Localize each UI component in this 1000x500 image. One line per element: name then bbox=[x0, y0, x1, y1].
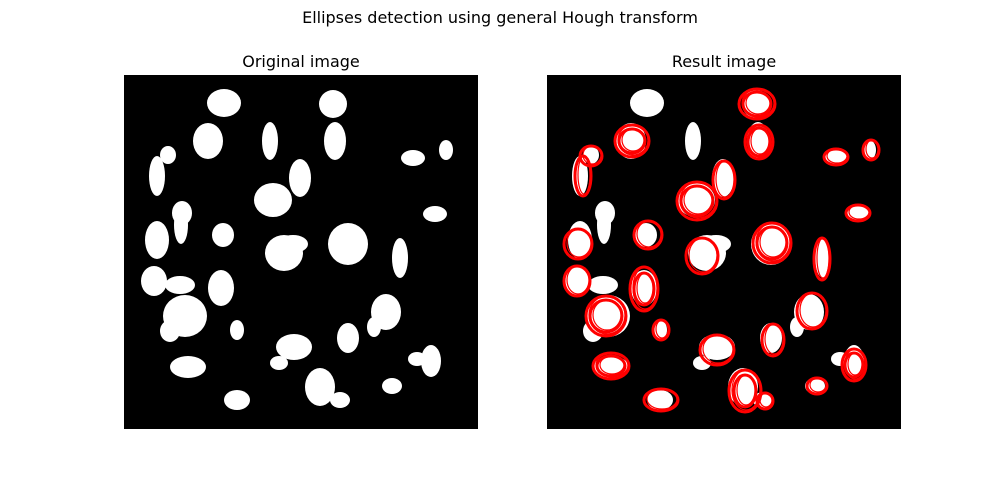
blob-33 bbox=[330, 392, 350, 408]
blob-34 bbox=[421, 345, 441, 377]
blob-2 bbox=[193, 123, 223, 159]
result-image-canvas bbox=[562, 87, 881, 414]
blob-24 bbox=[160, 320, 180, 342]
detected-ellipse-outline-34 bbox=[736, 374, 756, 406]
detected-ellipse-outline-30 bbox=[702, 334, 734, 364]
blob-0 bbox=[207, 89, 241, 117]
blob-29 bbox=[270, 356, 288, 370]
detected-ellipse-outline-20 bbox=[759, 226, 787, 258]
result-blob-3 bbox=[685, 122, 701, 160]
detected-ellipse-outline-3 bbox=[745, 91, 771, 115]
detected-ellipse-outline-29 bbox=[764, 323, 784, 355]
figure-title: Ellipses detection using general Hough t… bbox=[302, 8, 698, 27]
result-image-title: Result image bbox=[671, 52, 777, 71]
blob-4 bbox=[324, 122, 346, 160]
detected-ellipse-outline-28 bbox=[799, 292, 827, 328]
blob-37 bbox=[382, 378, 402, 394]
blob-30 bbox=[337, 323, 359, 353]
result-blob-20 bbox=[564, 266, 590, 296]
detected-ellipse-outline-36 bbox=[847, 352, 863, 376]
blob-22 bbox=[208, 270, 234, 306]
detected-ellipse-outline-26 bbox=[592, 299, 622, 331]
detected-ellipse-outline-10 bbox=[826, 148, 848, 164]
detected-ellipse-outline-14 bbox=[715, 160, 735, 198]
detected-ellipse-outline-7 bbox=[750, 127, 770, 155]
detected-ellipse-outline-18 bbox=[688, 237, 718, 273]
blob-25 bbox=[230, 320, 244, 340]
result-blob-28 bbox=[699, 334, 735, 360]
result-blob-18 bbox=[815, 238, 831, 278]
original-image-title: Original image bbox=[242, 52, 360, 71]
detected-ellipse-outline-32 bbox=[599, 355, 625, 375]
blob-12 bbox=[145, 221, 169, 259]
result-blob-13 bbox=[597, 206, 611, 244]
detected-ellipse-outline-37 bbox=[646, 388, 678, 410]
detected-ellipse-outline-22 bbox=[566, 265, 590, 295]
blob-10 bbox=[289, 159, 311, 197]
blob-28 bbox=[276, 334, 312, 360]
detected-ellipse-outline-17 bbox=[636, 220, 662, 248]
blob-7 bbox=[401, 150, 425, 166]
blob-31 bbox=[170, 356, 206, 378]
blob-16 bbox=[278, 235, 308, 253]
result-blob-0 bbox=[630, 89, 664, 117]
detected-ellipse-outline-27 bbox=[655, 319, 669, 339]
blob-13 bbox=[174, 206, 188, 244]
blob-20 bbox=[141, 266, 167, 296]
detected-ellipse-outline-16 bbox=[566, 228, 592, 258]
result-blob-36 bbox=[647, 390, 673, 410]
blob-21 bbox=[165, 276, 195, 294]
blob-6 bbox=[149, 156, 165, 196]
detected-ellipse-outline-13 bbox=[683, 185, 713, 215]
blob-1 bbox=[319, 90, 347, 118]
detected-ellipse-outline-9 bbox=[582, 145, 602, 165]
blob-14 bbox=[212, 223, 234, 247]
blob-19 bbox=[423, 206, 447, 222]
blob-36 bbox=[224, 390, 250, 410]
detected-ellipse-outline-33 bbox=[731, 369, 761, 411]
detected-ellipse-outline-8 bbox=[577, 155, 591, 195]
blob-3 bbox=[262, 122, 278, 160]
detected-ellipse-outline-21 bbox=[816, 237, 830, 279]
blob-35 bbox=[408, 352, 426, 366]
blob-5 bbox=[160, 146, 176, 164]
detected-ellipse-outline-24 bbox=[636, 272, 654, 304]
result-blob-14 bbox=[635, 223, 657, 247]
blob-9 bbox=[254, 183, 292, 217]
detected-ellipse-outline-39 bbox=[759, 392, 773, 408]
blob-17 bbox=[328, 223, 368, 265]
original-image bbox=[124, 75, 478, 429]
blob-8 bbox=[439, 140, 453, 160]
detected-ellipse-outline-11 bbox=[865, 139, 879, 159]
blob-18 bbox=[392, 238, 408, 278]
result-blob-29 bbox=[693, 356, 711, 370]
result-image bbox=[547, 75, 901, 429]
result-blob-21 bbox=[588, 276, 618, 294]
blob-32 bbox=[305, 368, 335, 406]
blob-27 bbox=[367, 317, 381, 337]
detected-ellipse-outline-38 bbox=[809, 377, 827, 393]
detected-ellipse-outline-5 bbox=[621, 128, 645, 152]
original-image-canvas bbox=[141, 89, 453, 410]
detected-ellipse-outline-15 bbox=[848, 204, 870, 220]
